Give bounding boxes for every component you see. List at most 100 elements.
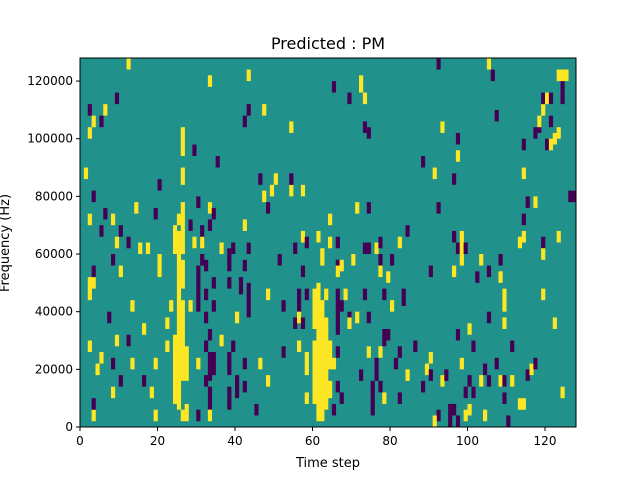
heatmap-cell	[269, 184, 275, 197]
heatmap-cell	[204, 340, 209, 353]
heatmap-cell	[111, 386, 116, 399]
heatmap-cell	[502, 392, 507, 404]
heatmap-cell	[304, 236, 309, 249]
heatmap-cell	[459, 357, 464, 370]
heatmap-cell	[436, 202, 441, 214]
heatmap-cell	[331, 403, 337, 416]
heatmap-cell	[421, 380, 426, 393]
heatmap-cell	[235, 375, 240, 399]
heatmap-cell	[242, 259, 247, 272]
heatmap-cell	[153, 207, 158, 220]
heatmap-cell	[467, 403, 472, 416]
heatmap-cell	[397, 392, 402, 404]
heatmap-cell	[351, 254, 356, 266]
heatmap-cell	[211, 300, 216, 312]
heatmap-cell	[324, 288, 329, 301]
heatmap-cell	[91, 190, 96, 203]
heatmap-cell	[219, 334, 224, 347]
heatmap-cell	[486, 375, 492, 387]
heatmap-cell	[153, 357, 158, 370]
heatmap-cell	[200, 236, 205, 249]
heatmap-cell	[548, 92, 554, 105]
y-tick-label: 80000	[35, 189, 73, 203]
heatmap-cell	[359, 75, 364, 93]
heatmap-cell	[331, 81, 337, 93]
heatmap-cell	[258, 173, 263, 185]
heatmap-cell	[180, 409, 185, 422]
heatmap-cell	[316, 282, 321, 422]
x-tick-label: 100	[456, 434, 479, 448]
heatmap-cell	[142, 375, 147, 387]
heatmap-cell	[118, 265, 123, 278]
heatmap-cell	[95, 363, 100, 376]
heatmap-cell	[111, 213, 116, 226]
heatmap-cell	[455, 415, 461, 427]
y-axis-label: Frequency (Hz)	[0, 194, 13, 292]
heatmap-cell	[370, 398, 375, 416]
heatmap-cell	[455, 242, 461, 255]
heatmap-cell	[157, 254, 162, 278]
heatmap-cell	[405, 369, 410, 381]
heatmap-cell	[87, 127, 92, 139]
heatmap-cell	[114, 236, 120, 249]
heatmap-cell	[130, 357, 135, 370]
heatmap-cell	[517, 398, 523, 410]
heatmap-cell	[498, 254, 503, 266]
x-tick-label: 60	[305, 434, 320, 448]
heatmap-cell	[448, 403, 453, 427]
heatmap-cell	[200, 225, 205, 243]
heatmap-cell	[328, 380, 333, 399]
heatmap-cell	[502, 317, 507, 329]
heatmap-cell	[502, 375, 507, 387]
heatmap-cell	[87, 277, 92, 301]
heatmap-cell	[498, 271, 503, 283]
heatmap-cell	[560, 386, 565, 399]
heatmap-cell	[378, 254, 383, 266]
x-tick-label: 120	[534, 434, 557, 448]
heatmap-cell	[455, 328, 461, 341]
heatmap-cell	[91, 115, 96, 128]
heatmap-cell	[91, 398, 96, 410]
heatmap-cell	[432, 415, 437, 427]
heatmap-cell	[393, 357, 399, 370]
heatmap-cell	[490, 69, 495, 82]
heatmap-cell	[242, 380, 247, 393]
heatmap-cell	[320, 300, 325, 422]
heatmap-cell	[304, 392, 309, 404]
heatmap-cell	[382, 288, 387, 301]
heatmap-cell	[99, 352, 104, 364]
heatmap-cell	[165, 317, 170, 329]
heatmap-cell	[401, 288, 406, 306]
heatmap-cell	[335, 346, 340, 358]
heatmap-cell	[541, 236, 546, 249]
heatmap-cell	[207, 75, 213, 87]
heatmap-cell	[111, 357, 116, 370]
heatmap-cell	[339, 300, 344, 312]
heatmap-cell	[335, 380, 340, 393]
heatmap-cell	[300, 184, 306, 197]
heatmap-cell	[479, 254, 484, 266]
heatmap-cell	[552, 317, 557, 329]
heatmap-cell	[355, 202, 360, 214]
heatmap-cell	[362, 288, 368, 301]
heatmap-cell	[176, 230, 182, 410]
heatmap-cell	[455, 132, 461, 145]
heatmap-cell	[541, 248, 546, 260]
heatmap-cell	[192, 144, 197, 157]
heatmap-cell	[331, 357, 337, 370]
x-axis-label: Time step	[295, 456, 360, 471]
heatmap-cell	[99, 115, 104, 128]
heatmap-cell	[486, 58, 492, 70]
heatmap-cell	[560, 69, 565, 82]
heatmap-cell	[440, 121, 445, 133]
heatmap-cell	[510, 375, 515, 387]
heatmap-cell	[452, 265, 457, 278]
plot-area	[79, 57, 577, 428]
heatmap-cell	[180, 127, 185, 157]
heatmap-cell	[510, 340, 515, 353]
heatmap-cell	[184, 403, 189, 422]
heatmap-cell	[258, 357, 263, 370]
heatmap-cell	[424, 363, 430, 376]
heatmap-cell	[541, 288, 546, 301]
heatmap-cell	[99, 225, 104, 237]
